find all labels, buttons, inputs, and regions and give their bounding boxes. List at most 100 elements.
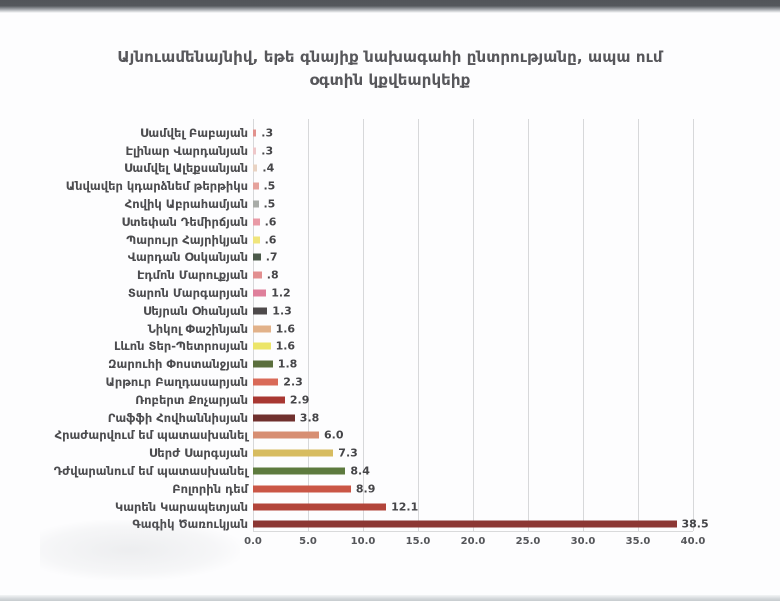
bar-value-label: 1.2 <box>271 286 291 300</box>
bar-track: .8 <box>253 266 693 284</box>
bar <box>253 342 271 350</box>
chart-row: Սամվել Բաբայան .3 <box>21 124 693 142</box>
bar-value-label: 1.3 <box>272 304 292 318</box>
bar-track: 1.6 <box>253 338 693 356</box>
chart-row: Էլինար Վարդանյան .3 <box>21 142 693 160</box>
bar <box>253 289 267 297</box>
x-tick-label: 25.0 <box>515 536 541 547</box>
bar-track: 8.4 <box>253 462 693 480</box>
gridline <box>308 119 309 531</box>
chart-row: Լևոն Տեր-Պետրոսյան 1.6 <box>21 338 693 356</box>
bar-track: 7.3 <box>253 444 693 462</box>
chart-row: Էդմոն Մարուքյան .8 <box>21 266 693 284</box>
gridline <box>363 119 364 531</box>
bar <box>253 360 273 368</box>
gridline <box>418 119 419 531</box>
chart-row: Բոլորին դեմ 8.9 <box>21 480 693 498</box>
bar-value-label: .5 <box>263 197 276 211</box>
bar-value-label: 38.5 <box>681 517 709 531</box>
category-label: Վարդան Օսկանյան <box>127 250 248 265</box>
bar-value-label: .7 <box>265 250 278 264</box>
bar-track: .3 <box>253 124 693 142</box>
chart-row: Հովիկ Աբրահամյան .5 <box>21 195 693 213</box>
bar-track: .5 <box>253 177 693 195</box>
bar-value-label: 3.8 <box>299 411 320 425</box>
category-label: Լևոն Տեր-Պետրոսյան <box>113 339 248 354</box>
gridline <box>473 119 474 531</box>
bar-value-label: 2.3 <box>283 375 303 389</box>
gridline <box>638 119 639 531</box>
bar-value-label: 7.3 <box>338 446 358 460</box>
category-label: Ռոբերտ Քոչարյան <box>135 392 248 407</box>
bar <box>253 503 387 511</box>
bar <box>253 520 677 528</box>
category-label: Նիկոլ Փաշինյան <box>147 321 248 336</box>
category-label: Գագիկ Ծառուկյան <box>132 517 248 532</box>
bar-track: .4 <box>253 160 693 178</box>
x-tick-label: 20.0 <box>460 536 486 547</box>
bar <box>253 253 261 261</box>
bar-track: .6 <box>253 213 693 231</box>
gridline <box>583 119 584 531</box>
bar-track: 38.5 <box>253 516 709 534</box>
chart-row: Դժվարանում եմ պատասխանել 8.4 <box>21 462 693 480</box>
bar-track: 1.6 <box>253 320 693 338</box>
x-tick-label: 40.0 <box>680 536 706 547</box>
category-label: Սամվել Ալեքսանյան <box>124 161 248 176</box>
bar-track: .3 <box>253 142 693 160</box>
bar-track: 2.3 <box>253 373 693 391</box>
bar <box>253 325 271 333</box>
category-label: Սեյրան Օհանյան <box>143 303 248 318</box>
bar <box>253 378 279 386</box>
bar-value-label: 8.4 <box>350 464 370 478</box>
category-label: Արթուր Բաղդասարյան <box>105 375 248 390</box>
category-label: Պարույր Հայրիկյան <box>126 232 248 247</box>
bar <box>253 271 262 279</box>
bar-track: 12.1 <box>253 498 693 516</box>
bar <box>253 147 257 155</box>
chart-row: Կարեն Կարապետյան 12.1 <box>21 498 693 516</box>
scan-edge-bottom <box>0 595 780 601</box>
bar <box>253 200 259 208</box>
category-label: Էդմոն Մարուքյան <box>136 268 248 283</box>
bar-track: .6 <box>253 231 693 249</box>
bar <box>253 129 257 137</box>
category-label: Հրաժարվում եմ պատասխանել <box>54 428 248 443</box>
bar <box>253 307 268 315</box>
category-label: Սերժ Սարգսյան <box>148 446 248 461</box>
chart-row: Սամվել Ալեքսանյան .4 <box>21 160 693 178</box>
bar <box>253 431 319 439</box>
bar <box>253 396 285 404</box>
bar-track: .7 <box>253 249 693 267</box>
bar-track: 1.3 <box>253 302 693 320</box>
bar-value-label: .3 <box>261 126 274 140</box>
category-label: Դժվարանում եմ պատասխանել <box>53 464 248 479</box>
gridline <box>253 119 254 531</box>
chart-title: Այնուամենայնիվ, եթե գնայիք նախագահի ընտր… <box>117 48 663 90</box>
category-label: Բոլորին դեմ <box>172 481 248 496</box>
gridlines <box>253 119 694 532</box>
bar-value-label: 2.9 <box>289 393 310 407</box>
category-label: Զարուհի Փոստանջյան <box>108 357 248 372</box>
bar-value-label: 6.0 <box>324 428 344 442</box>
x-tick-label: 5.0 <box>299 536 317 547</box>
bar-value-label: 8.9 <box>355 482 376 496</box>
bar <box>253 218 260 226</box>
bar-track: 2.9 <box>253 391 693 409</box>
scan-edge-top <box>0 0 780 13</box>
category-label: Տարոն Մարգարյան <box>127 286 248 301</box>
category-label: Էլինար Վարդանյան <box>125 143 248 158</box>
bar-value-label: 12.1 <box>391 500 419 514</box>
bar <box>253 414 295 422</box>
chart-rows: Սամվել Բաբայան .3 Էլինար Վարդանյան .3 Սամվել… <box>21 124 709 534</box>
chart-row: Ռոբերտ Քոչարյան 2.9 <box>21 391 693 409</box>
bar <box>253 449 334 457</box>
chart-row: Վարդան Օսկանյան .7 <box>21 249 693 267</box>
chart-row: Պարույր Հայրիկյան .6 <box>21 231 693 249</box>
bar <box>253 485 351 493</box>
bar-value-label: .6 <box>264 233 277 247</box>
category-label: Անվավեր կդարձնեմ թերթիկս <box>65 179 248 194</box>
bar <box>253 236 260 244</box>
bar-value-label: .3 <box>261 144 274 158</box>
chart-row: Արթուր Բաղդասարյան 2.3 <box>21 373 693 391</box>
